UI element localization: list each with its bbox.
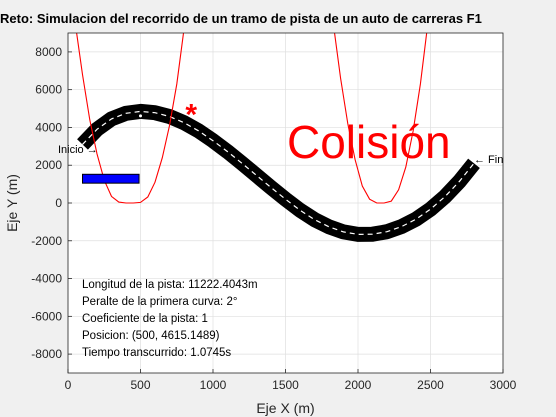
x-tick-label: 1500 — [272, 378, 299, 392]
info-line-time: Tiempo transcurrido: 1.0745s — [82, 347, 231, 359]
y-tick-label: 0 — [55, 196, 62, 210]
info-line-position: Posicion: (500, 4615.1489) — [82, 330, 220, 342]
y-tick-label: -6000 — [31, 309, 62, 323]
axis-ticks: 0 500 1000 1500 2000 2500 3000 -8000 -6000 -4000 -… — [31, 45, 516, 392]
y-tick-label: 2000 — [35, 158, 62, 172]
x-tick-label: 1000 — [200, 378, 227, 392]
car-position-marker — [139, 114, 142, 118]
car-rectangle — [82, 173, 140, 184]
y-tick-label: -4000 — [31, 272, 62, 286]
x-axis-label: Eje X (m) — [256, 400, 314, 416]
info-line-length: Longitud de la pista: 11222.4043m — [82, 279, 258, 291]
collision-star-marker: * — [185, 99, 197, 132]
y-tick-label: -8000 — [31, 347, 62, 361]
annotation-collision: Colisión — [287, 116, 451, 168]
y-tick-label: 4000 — [35, 120, 62, 134]
info-panel: Longitud de la pista: 11222.4043m Peralt… — [82, 279, 258, 359]
x-tick-label: 2000 — [345, 378, 372, 392]
y-tick-label: 6000 — [35, 83, 62, 97]
chart-title: Reto: Simulacion del recorrido de un tra… — [0, 11, 482, 26]
plot-layer — [76, 33, 480, 242]
info-line-coefficient: Coeficiente de la pista: 1 — [82, 313, 208, 325]
annotation-start: Inicio → — [58, 144, 98, 156]
annotation-end: ← Fin — [474, 154, 503, 166]
x-tick-label: 2500 — [417, 378, 444, 392]
x-tick-label: 0 — [65, 378, 72, 392]
curve-limit-line-2 — [333, 33, 428, 204]
y-axis-label: Eje Y (m) — [4, 174, 20, 232]
x-tick-label: 3000 — [490, 378, 517, 392]
y-tick-label: -2000 — [31, 234, 62, 248]
curve-limit-line-1 — [76, 33, 185, 204]
info-line-banking: Peralte de la primera curva: 2° — [82, 296, 237, 308]
x-tick-label: 500 — [130, 378, 150, 392]
track-centerline — [82, 110, 475, 236]
y-tick-label: 8000 — [35, 45, 62, 59]
